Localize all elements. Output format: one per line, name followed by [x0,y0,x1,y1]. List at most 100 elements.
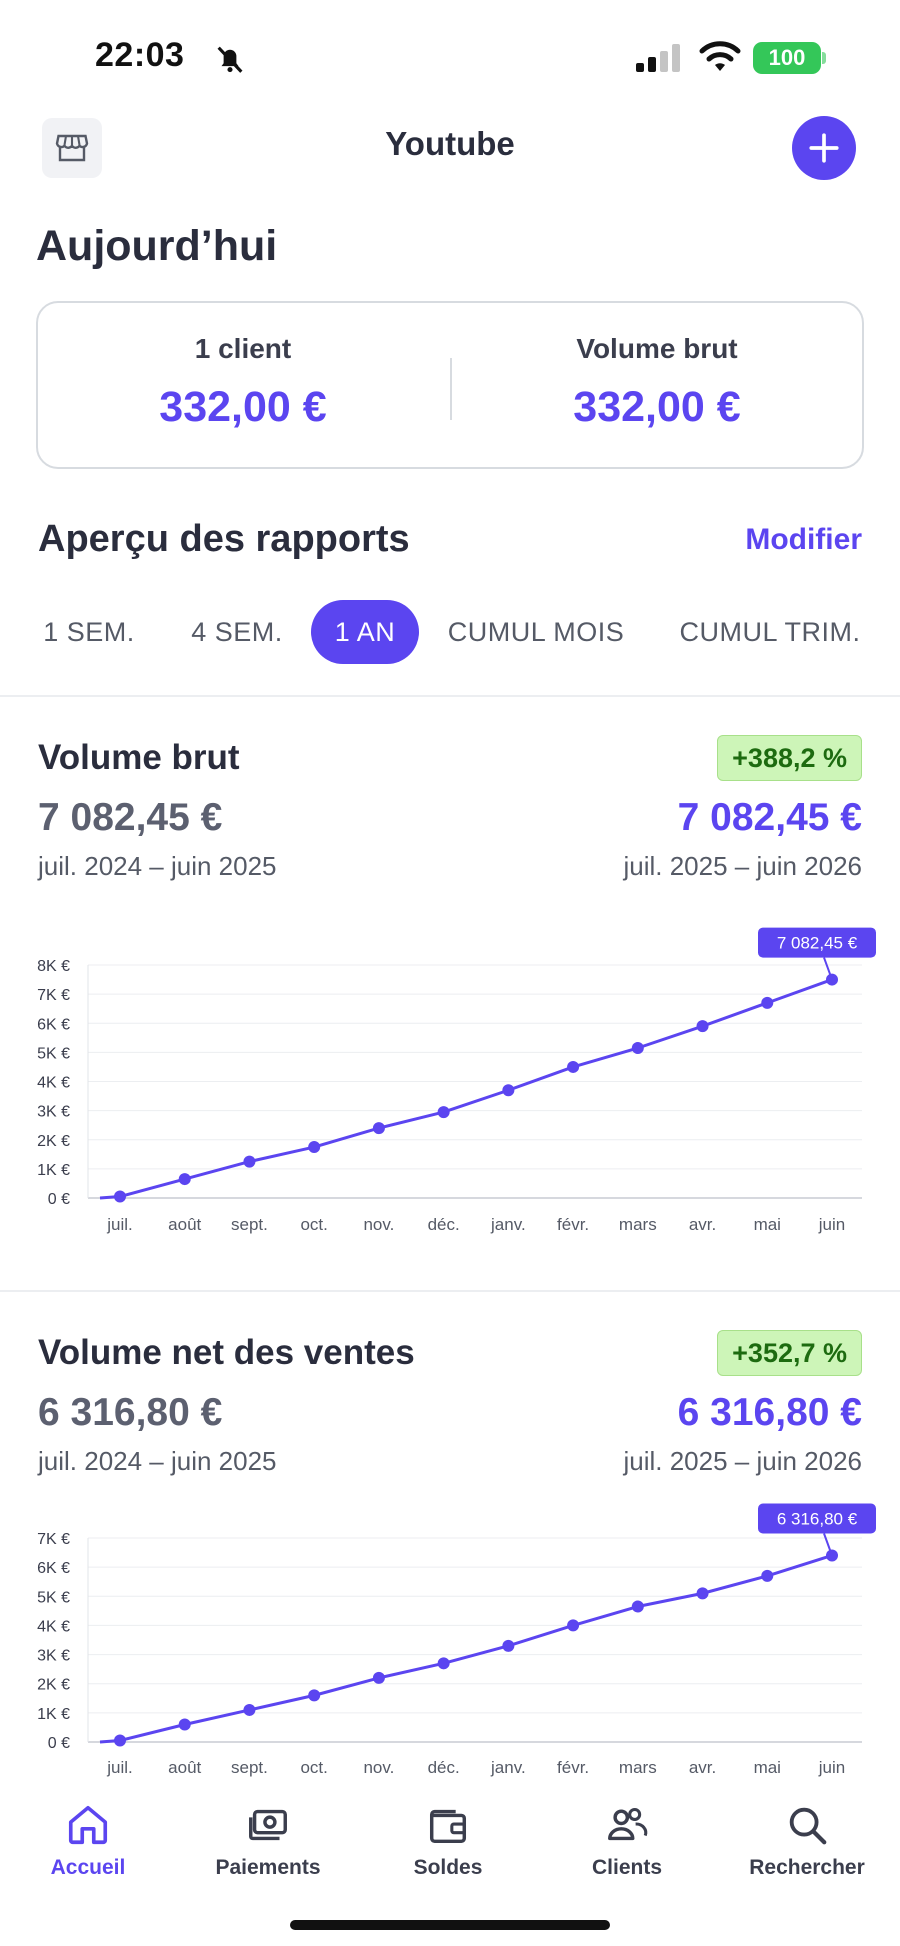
data-point [437,1657,450,1670]
gross-growth-badge: +388,2 % [717,735,862,781]
gross-volume-chart[interactable]: 0 € 1K € 2K € 3K € 4K € 5K € 6K € 7K € 8K € juil.… [0,920,900,1240]
x-tick-label: févr. [557,1758,589,1777]
x-tick-label: nov. [363,1758,394,1777]
nav-clients[interactable]: Clients [537,1802,717,1880]
net-current-value: 6 316,80 € [677,1391,862,1434]
tab-1-year[interactable]: 1 AN [311,600,419,664]
y-tick-label: 0 € [48,1191,70,1208]
x-tick-label: oct. [300,1215,327,1234]
battery-indicator: 100 [753,42,821,74]
x-tick-label: août [168,1215,201,1234]
nav-payments-label: Paiements [215,1856,321,1879]
data-point [502,1084,515,1097]
data-point [308,1141,321,1154]
end-value-label: 6 316,80 € [777,1509,858,1528]
x-tick-label: déc. [428,1215,460,1234]
data-point [696,1587,709,1600]
x-tick-label: mai [754,1215,781,1234]
end-label-box [758,1503,876,1534]
y-tick-label: 7K € [37,1531,70,1548]
x-tick-label: avr. [689,1215,716,1234]
data-point [178,1718,191,1731]
modify-button[interactable]: Modifier [745,523,862,556]
series-line [99,1554,833,1744]
nav-search[interactable]: Rechercher [717,1802,897,1880]
data-point [243,1155,256,1168]
net-volume-title: Volume net des ventes [38,1333,415,1372]
data-point [114,1734,126,1747]
data-point [308,1689,321,1702]
x-tick-label: févr. [557,1215,589,1234]
today-summary-card[interactable]: 1 client 332,00 € Volume brut 332,00 € [36,301,864,469]
clients-icon [608,1807,648,1841]
tab-quarter-to-date[interactable]: CUMUL TRIM. [679,616,861,647]
today-heading: Aujourd’hui [36,222,278,270]
add-button[interactable] [792,116,856,180]
tab-4-weeks[interactable]: 4 SEM. [191,616,283,647]
y-tick-label: 3K € [37,1648,70,1665]
tab-1-week[interactable]: 1 SEM. [43,616,135,647]
data-point [437,1106,450,1119]
nav-clients-label: Clients [591,1856,662,1879]
net-previous-range: juil. 2024 – juin 2025 [38,1446,277,1476]
data-point [631,1042,644,1055]
data-point [826,1549,838,1562]
nav-payments[interactable]: Paiements [178,1802,358,1880]
section-divider [0,695,900,697]
status-time: 22:03 [95,36,185,74]
bell-slash-icon [217,46,243,73]
today-clients-value: 332,00 € [159,383,327,431]
y-tick-label: 1K € [37,1162,70,1179]
y-tick-label: 5K € [37,1589,70,1606]
today-gross: Volume brut 332,00 € [452,333,862,432]
end-label-connector [823,957,833,980]
plus-icon [809,133,839,163]
y-tick-label: 6K € [37,1016,70,1033]
x-tick-label: mai [754,1758,781,1777]
home-indicator [290,1920,610,1930]
net-growth-badge: +352,7 % [717,1330,862,1376]
y-tick-label: 2K € [37,1677,70,1694]
x-tick-label: juil. [106,1215,133,1234]
end-label-box [758,927,876,958]
net-current-range: juil. 2025 – juin 2026 [623,1446,862,1476]
y-tick-label: 1K € [37,1706,70,1723]
x-tick-label: oct. [300,1758,327,1777]
data-point [114,1190,126,1203]
data-point [567,1619,580,1632]
data-point [243,1703,256,1716]
nav-home[interactable]: Accueil [0,1802,178,1880]
y-tick-label: 4K € [37,1075,70,1092]
series-line [99,978,833,1200]
nav-balances[interactable]: Soldes [358,1802,538,1880]
data-point [372,1122,385,1135]
net-volume-chart[interactable]: 0 € 1K € 2K € 3K € 4K € 5K € 6K € 7K € juil. août… [0,1500,900,1780]
today-gross-value: 332,00 € [573,383,741,431]
y-tick-label: 7K € [37,987,70,1004]
y-tick-label: 6K € [37,1560,70,1577]
store-icon [55,134,89,162]
y-tick-label: 0 € [48,1735,70,1752]
y-tick-label: 3K € [37,1104,70,1121]
data-point [372,1671,385,1684]
x-tick-label: août [168,1758,201,1777]
y-tick-label: 5K € [37,1045,70,1062]
today-divider [450,358,452,420]
end-label-connector [823,1533,833,1556]
end-value-label: 7 082,45 € [777,934,858,953]
today-clients-label: 1 client [194,333,292,364]
net-previous-value: 6 316,80 € [38,1391,223,1434]
battery-nub [822,52,826,64]
tab-month-to-date[interactable]: CUMUL MOIS [447,616,625,647]
x-tick-label: nov. [363,1215,394,1234]
y-tick-label: 2K € [37,1133,70,1150]
x-tick-label: juin [818,1215,845,1234]
x-tick-label: sept. [231,1758,268,1777]
section-divider [0,1290,900,1292]
gross-current-value: 7 082,45 € [677,796,862,839]
nav-search-label: Rechercher [749,1856,865,1879]
x-tick-label: déc. [428,1758,460,1777]
data-point [761,996,774,1009]
store-button[interactable] [42,118,102,178]
signal-icon [636,44,680,72]
